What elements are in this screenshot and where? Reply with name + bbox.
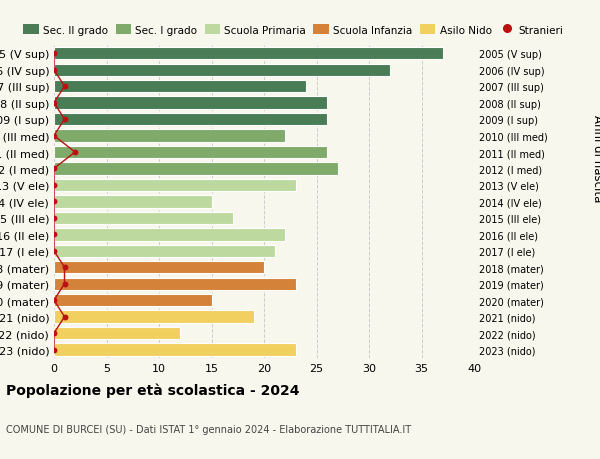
Point [49,165,59,173]
Bar [54,81,306,93]
Point [70,149,80,157]
Bar [54,196,212,208]
Point [60,264,70,271]
Point [49,182,59,189]
Point [60,83,70,90]
Point [49,133,59,140]
Point [60,280,70,288]
Bar [54,229,285,241]
Bar [54,179,296,192]
Point [49,215,59,222]
Bar [54,327,180,340]
Bar [54,344,296,356]
Bar [54,163,337,175]
Legend: Sec. II grado, Sec. I grado, Scuola Primaria, Scuola Infanzia, Asilo Nido, Stran: Sec. II grado, Sec. I grado, Scuola Prim… [22,23,566,38]
Bar [54,262,264,274]
Text: Anni di nascita: Anni di nascita [590,115,600,202]
Point [49,67,59,74]
Bar [54,245,275,257]
Point [49,330,59,337]
Bar [54,294,212,307]
Point [49,297,59,304]
Point [60,313,70,321]
Bar [54,97,327,110]
Point [60,116,70,123]
Bar [54,130,285,142]
Bar [54,146,327,159]
Bar [54,212,233,224]
Bar [54,48,443,60]
Point [49,231,59,239]
Point [49,247,59,255]
Bar [54,64,390,77]
Text: COMUNE DI BURCEI (SU) - Dati ISTAT 1° gennaio 2024 - Elaborazione TUTTITALIA.IT: COMUNE DI BURCEI (SU) - Dati ISTAT 1° ge… [6,424,411,434]
Bar [54,311,254,323]
Bar [54,278,296,290]
Point [49,50,59,58]
Point [49,100,59,107]
Point [49,198,59,206]
Bar [54,114,327,126]
Text: Popolazione per età scolastica - 2024: Popolazione per età scolastica - 2024 [6,382,299,397]
Point [49,346,59,353]
